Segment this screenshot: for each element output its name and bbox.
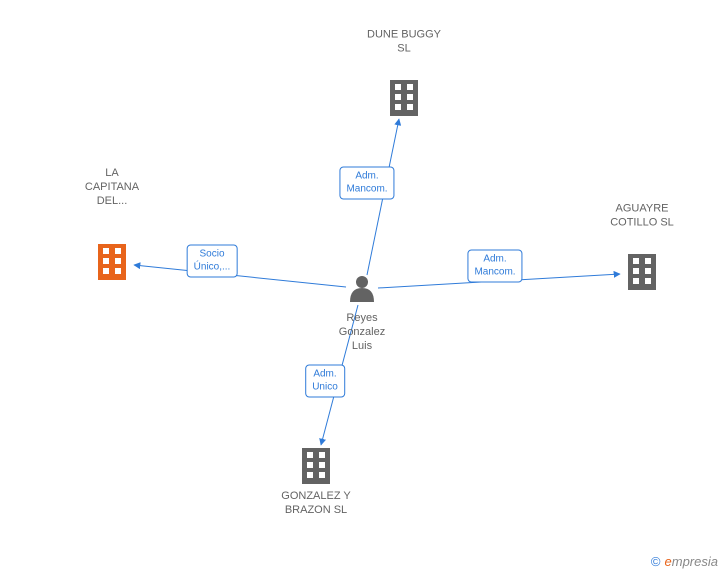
edge-label-center-bottom: Adm. Unico <box>305 365 345 398</box>
node-label-right: AGUAYRE COTILLO SL <box>610 203 674 231</box>
edge-label-center-top: Adm. Mancom. <box>339 167 394 200</box>
edge-label-center-right: Adm. Mancom. <box>467 250 522 283</box>
building-icon-bottom <box>302 448 330 484</box>
building-icon-top <box>390 80 418 116</box>
edge-label-center-left: Socio Único,... <box>187 245 238 278</box>
building-icon-right <box>628 254 656 290</box>
person-icon-center <box>350 276 374 302</box>
node-label-bottom: GONZALEZ Y BRAZON SL <box>281 490 350 518</box>
node-label-center: Reyes Gonzalez Luis <box>339 312 385 353</box>
watermark: © empresia <box>651 554 718 569</box>
watermark-text: mpresia <box>672 554 718 569</box>
node-label-top: DUNE BUGGY SL <box>367 29 441 57</box>
node-label-left: LA CAPITANA DEL... <box>85 167 139 208</box>
copyright-symbol: © <box>651 554 661 569</box>
watermark-initial: e <box>665 554 672 569</box>
building-icon-left <box>98 244 126 280</box>
edge-center-left <box>134 265 346 287</box>
network-diagram <box>0 0 728 575</box>
